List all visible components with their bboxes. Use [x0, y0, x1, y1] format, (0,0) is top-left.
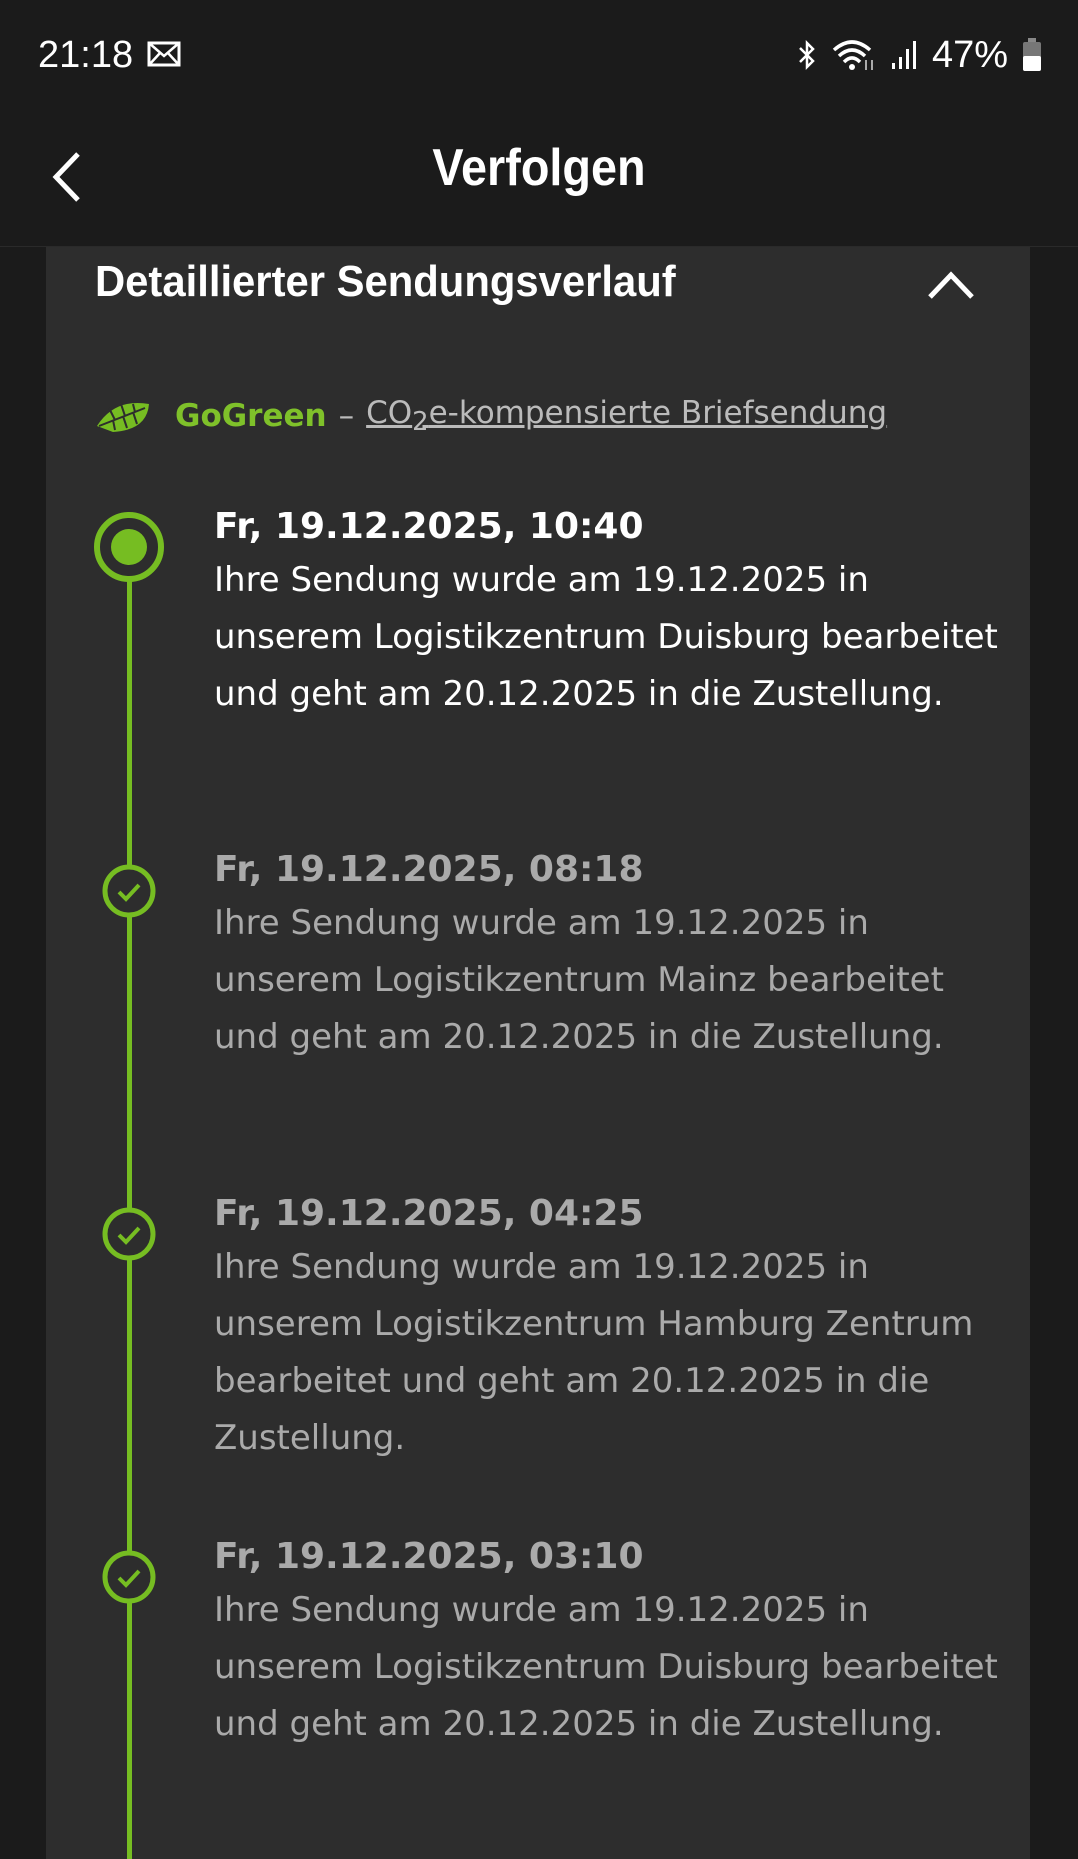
page-title: Verfolgen — [432, 139, 646, 197]
event-date: Fr, 19.12.2025, 03:10 — [214, 1536, 644, 1577]
dash: – — [338, 398, 355, 435]
bluetooth-icon — [799, 39, 815, 71]
timeline-event: Fr, 19.12.2025, 03:10 Ihre Sendung wurde… — [214, 1532, 1014, 1753]
check-circle-icon — [102, 864, 156, 918]
timeline-event: Fr, 19.12.2025, 04:25 Ihre Sendung wurde… — [214, 1189, 1014, 1467]
app-header: Verfolgen — [0, 110, 1078, 247]
event-date: Fr, 19.12.2025, 04:25 — [214, 1193, 644, 1234]
battery-icon — [1023, 38, 1041, 71]
event-text: Ihre Sendung wurde am 19.12.2025 in unse… — [214, 560, 998, 714]
timeline-event: Fr, 19.12.2025, 10:40 Ihre Sendung wurde… — [214, 502, 1014, 723]
mail-icon — [147, 41, 181, 67]
gogreen-brand: GoGreen — [175, 398, 327, 435]
gogreen-info: GoGreen – CO2e-kompensierte Briefsendung — [95, 395, 887, 437]
shipment-history-card: Detaillierter Sendungsverlauf GoGreen – … — [46, 247, 1030, 1859]
current-status-icon — [94, 512, 164, 582]
check-circle-icon — [102, 1550, 156, 1604]
link-text: e-kompensierte Briefsendung — [428, 395, 888, 431]
signal-icon — [891, 41, 916, 69]
event-text: Ihre Sendung wurde am 19.12.2025 in unse… — [214, 903, 944, 1057]
co2-compensation-link[interactable]: CO2e-kompensierte Briefsendung — [366, 395, 887, 437]
chevron-left-icon[interactable] — [44, 140, 94, 210]
chevron-up-icon[interactable] — [926, 265, 976, 305]
section-title[interactable]: Detaillierter Sendungsverlauf — [95, 257, 676, 306]
event-text: Ihre Sendung wurde am 19.12.2025 in unse… — [214, 1590, 998, 1744]
status-bar: 21:18 47% — [0, 0, 1078, 110]
clock: 21:18 — [38, 33, 134, 76]
event-date: Fr, 19.12.2025, 08:18 — [214, 849, 644, 890]
event-text: Ihre Sendung wurde am 19.12.2025 in unse… — [214, 1247, 974, 1458]
event-date: Fr, 19.12.2025, 10:40 — [214, 506, 644, 547]
battery-percent: 47% — [931, 33, 1008, 76]
timeline-event: Fr, 19.12.2025, 08:18 Ihre Sendung wurde… — [214, 845, 1014, 1066]
wifi-icon — [832, 40, 873, 70]
leaf-icon — [97, 403, 149, 433]
link-subscript: 2 — [412, 407, 429, 438]
link-text: CO — [366, 395, 413, 431]
check-circle-icon — [102, 1207, 156, 1261]
